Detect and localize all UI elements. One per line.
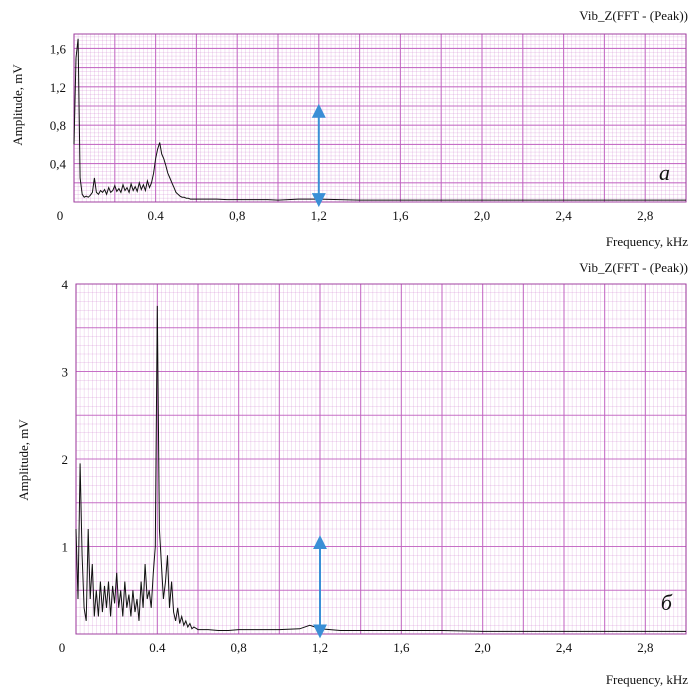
x-tick-label: 0 — [59, 640, 66, 655]
x-tick-labels: 0 0.4 0,8 1,2 1,6 2,0 2,4 2,8 — [59, 640, 654, 655]
x-tick-label: 1,2 — [312, 640, 328, 655]
x-tick-label: 0.4 — [149, 640, 166, 655]
chart-panel-a: Vib_Z(FFT - (Peak)) 0,4 0,8 1,2 1,6 0 0.4 0,8… — [10, 8, 688, 249]
chart-title: Vib_Z(FFT - (Peak)) — [579, 260, 688, 275]
y-tick-label: 1,6 — [50, 41, 67, 56]
y-axis-label: Amplitude, mV — [10, 64, 25, 146]
x-axis-label: Frequency, kHz — [606, 234, 688, 249]
y-tick-label: 3 — [62, 365, 69, 380]
x-tick-label: 2,4 — [555, 208, 572, 223]
y-axis-label: Amplitude, mV — [16, 419, 31, 501]
chart-panel-b: Vib_Z(FFT - (Peak)) 1 2 3 4 0 0.4 0,8 1,2 1,6 2,… — [16, 260, 688, 687]
x-tick-label: 1,2 — [311, 208, 327, 223]
plot-grid — [73, 34, 687, 203]
y-tick-label: 1,2 — [50, 80, 66, 95]
y-tick-labels: 0,4 0,8 1,2 1,6 — [50, 41, 67, 171]
x-tick-label: 0 — [57, 208, 64, 223]
x-tick-label: 2,4 — [556, 640, 573, 655]
plot-frame — [73, 33, 687, 203]
x-axis-label: Frequency, kHz — [606, 672, 688, 687]
x-tick-label: 0,8 — [229, 208, 245, 223]
y-tick-labels: 1 2 3 4 — [62, 277, 69, 555]
series-line — [73, 38, 686, 201]
y-tick-label: 0,4 — [50, 157, 67, 172]
x-tick-labels: 0 0.4 0,8 1,2 1,6 2,0 2,4 2,8 — [57, 208, 654, 223]
x-tick-label: 2,8 — [637, 208, 653, 223]
plot-grid — [75, 283, 687, 635]
y-tick-label: 1 — [62, 540, 69, 555]
y-tick-label: 2 — [62, 452, 69, 467]
series-line — [75, 305, 686, 632]
plot-frame — [75, 283, 687, 635]
x-tick-label: 0.4 — [147, 208, 164, 223]
y-tick-label: 0,8 — [50, 118, 66, 133]
x-tick-label: 2,0 — [474, 208, 490, 223]
y-tick-label: 4 — [62, 277, 69, 292]
x-tick-label: 2,0 — [475, 640, 491, 655]
panel-label: б — [661, 590, 673, 615]
x-tick-label: 1,6 — [393, 640, 410, 655]
chart-title: Vib_Z(FFT - (Peak)) — [579, 8, 688, 23]
x-tick-label: 0,8 — [231, 640, 247, 655]
panel-label: a — [659, 160, 670, 185]
x-tick-label: 1,6 — [392, 208, 409, 223]
x-tick-label: 2,8 — [637, 640, 653, 655]
